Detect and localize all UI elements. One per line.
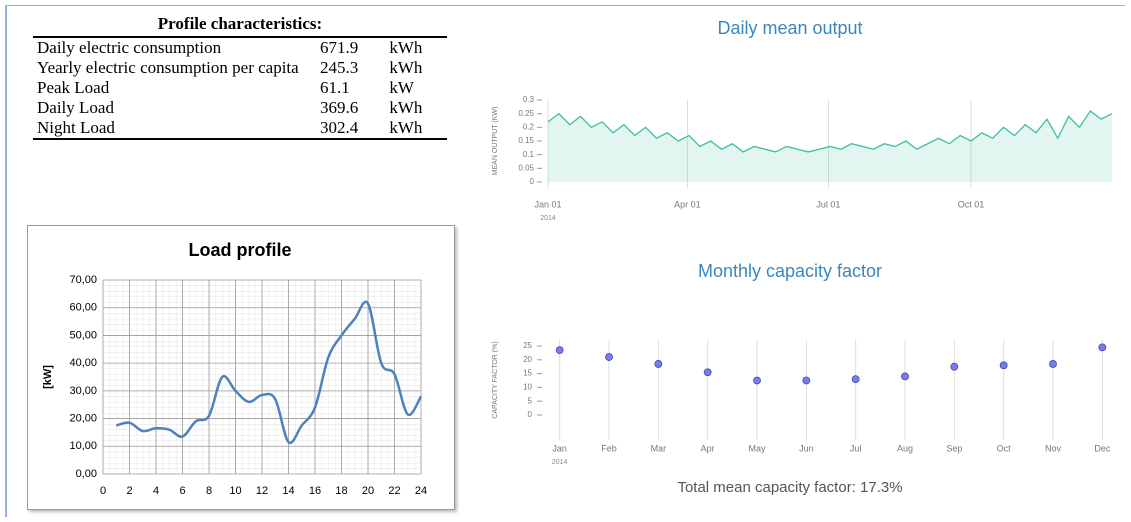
frame xyxy=(5,5,1125,517)
y-tick-label: 0.25 xyxy=(518,109,534,118)
x-tick-label: 0 xyxy=(100,485,106,497)
x-tick-label: Aug xyxy=(897,443,913,453)
row-unit: kWh xyxy=(389,98,423,117)
x-tick-label: 6 xyxy=(179,485,185,497)
row-unit: kW xyxy=(389,78,414,97)
row-label: Daily electric consumption xyxy=(37,38,222,57)
x-tick-label: Mar xyxy=(651,443,667,453)
row-label: Night Load xyxy=(33,118,316,140)
x-tick-label: Sep xyxy=(946,443,962,453)
y-tick-label: 20 xyxy=(523,355,532,364)
row-unit: kWh xyxy=(389,58,423,77)
point xyxy=(1049,360,1057,368)
x-tick-label: 14 xyxy=(282,485,294,497)
y-tick-label: 10 xyxy=(523,383,532,392)
point xyxy=(950,362,959,371)
y-tick-label: 50,00 xyxy=(69,329,97,341)
x-tick-label: 24 xyxy=(415,485,427,497)
y-tick-label: 30,00 xyxy=(69,385,97,397)
profile-table: Profile characteristics: Daily electric … xyxy=(33,14,447,140)
point xyxy=(605,353,613,361)
row-label: Peak Load xyxy=(37,78,110,97)
y-axis-label: [kW] xyxy=(42,365,54,389)
point xyxy=(654,360,663,368)
y-tick-label: 0.3 xyxy=(523,95,535,104)
x-tick-label: Jan xyxy=(552,443,567,453)
x-tick-label: Jul 01 xyxy=(816,199,840,209)
point xyxy=(999,361,1008,370)
row-value: 302.4 xyxy=(316,118,386,140)
y-tick-label: 25 xyxy=(523,341,532,350)
y-tick-label: 0.1 xyxy=(523,150,535,159)
y-tick-label: 0 xyxy=(530,177,535,186)
row-value: 245.3 xyxy=(320,58,359,77)
chart-title: Load profile xyxy=(189,240,292,260)
y-axis-label: CAPACITY FACTOR (%) xyxy=(492,341,499,418)
x-tick-label: 4 xyxy=(153,485,159,497)
y-tick-label: 0,00 xyxy=(76,468,97,480)
point xyxy=(802,376,811,385)
x-tick-label: Apr xyxy=(701,443,715,453)
x-tick-label: 8 xyxy=(206,485,212,497)
table-title: Profile characteristics: xyxy=(33,14,447,38)
x-tick-label: Dec xyxy=(1094,443,1111,453)
y-tick-label: 10,00 xyxy=(69,440,97,452)
y-axis-label: MEAN OUTPUT (KW) xyxy=(492,107,499,176)
y-tick-label: 70,00 xyxy=(69,274,97,286)
x-tick-label: 22 xyxy=(388,485,400,497)
y-tick-label: 20,00 xyxy=(69,412,97,424)
table-row: Yearly electric consumption per capita 24… xyxy=(33,58,447,78)
x-tick-label: 20 xyxy=(362,485,374,497)
point xyxy=(1098,343,1107,352)
x-tick-label: 18 xyxy=(335,485,347,497)
row-value: 369.6 xyxy=(320,98,359,117)
row-unit: kWh xyxy=(389,38,423,57)
x-tick-label: Oct xyxy=(997,443,1012,453)
table-row: Daily Load 369.6 kWh xyxy=(33,98,447,118)
area-line xyxy=(547,109,1113,153)
point xyxy=(851,375,860,384)
row-value: 61.1 xyxy=(320,78,350,97)
x-tick-label: Jul xyxy=(850,443,862,453)
row-value: 671.9 xyxy=(320,38,359,57)
x-tick-label: Jan 01 xyxy=(534,199,561,209)
row-label: Yearly electric consumption per capita xyxy=(37,58,299,77)
x-tick-label: Oct 01 xyxy=(958,199,985,209)
y-tick-label: 0.05 xyxy=(518,163,534,172)
table-row: Night Load 302.4 kWh xyxy=(33,118,447,140)
x-tick-label: 10 xyxy=(229,485,241,497)
row-label: Daily Load xyxy=(37,98,114,117)
table-row: Daily electric consumption 671.9 kWh xyxy=(33,37,447,58)
table-row: Peak Load 61.1 kW xyxy=(33,78,447,98)
x-sublabel: 2014 xyxy=(540,215,556,222)
x-tick-label: 2 xyxy=(126,485,132,497)
y-tick-label: 0.15 xyxy=(518,136,534,145)
y-tick-label: 0.2 xyxy=(523,122,535,131)
chart-title: Monthly capacity factor xyxy=(698,261,882,281)
y-tick-label: 15 xyxy=(523,369,532,378)
load-line xyxy=(115,300,423,445)
point xyxy=(703,368,712,377)
x-tick-label: May xyxy=(748,443,766,453)
chart-title: Daily mean output xyxy=(717,18,862,38)
x-tick-label: 16 xyxy=(309,485,321,497)
x-tick-label: Feb xyxy=(601,443,617,453)
y-tick-label: 0 xyxy=(528,410,533,419)
point xyxy=(901,372,909,381)
point xyxy=(753,376,761,385)
footer: Total mean capacity factor: 17.3% xyxy=(677,479,902,496)
x-tick-label: Nov xyxy=(1045,443,1062,453)
y-tick-label: 40,00 xyxy=(69,357,97,369)
x-tick-label: Apr 01 xyxy=(674,199,701,209)
row-unit: kWh xyxy=(385,118,447,140)
x-tick-label: 12 xyxy=(256,485,268,497)
y-tick-label: 5 xyxy=(528,396,533,405)
x-sublabel: 2014 xyxy=(552,459,568,466)
x-tick-label: Jun xyxy=(799,443,814,453)
y-tick-label: 60,00 xyxy=(69,302,97,314)
load-profile-box xyxy=(27,225,455,510)
point xyxy=(555,346,564,355)
